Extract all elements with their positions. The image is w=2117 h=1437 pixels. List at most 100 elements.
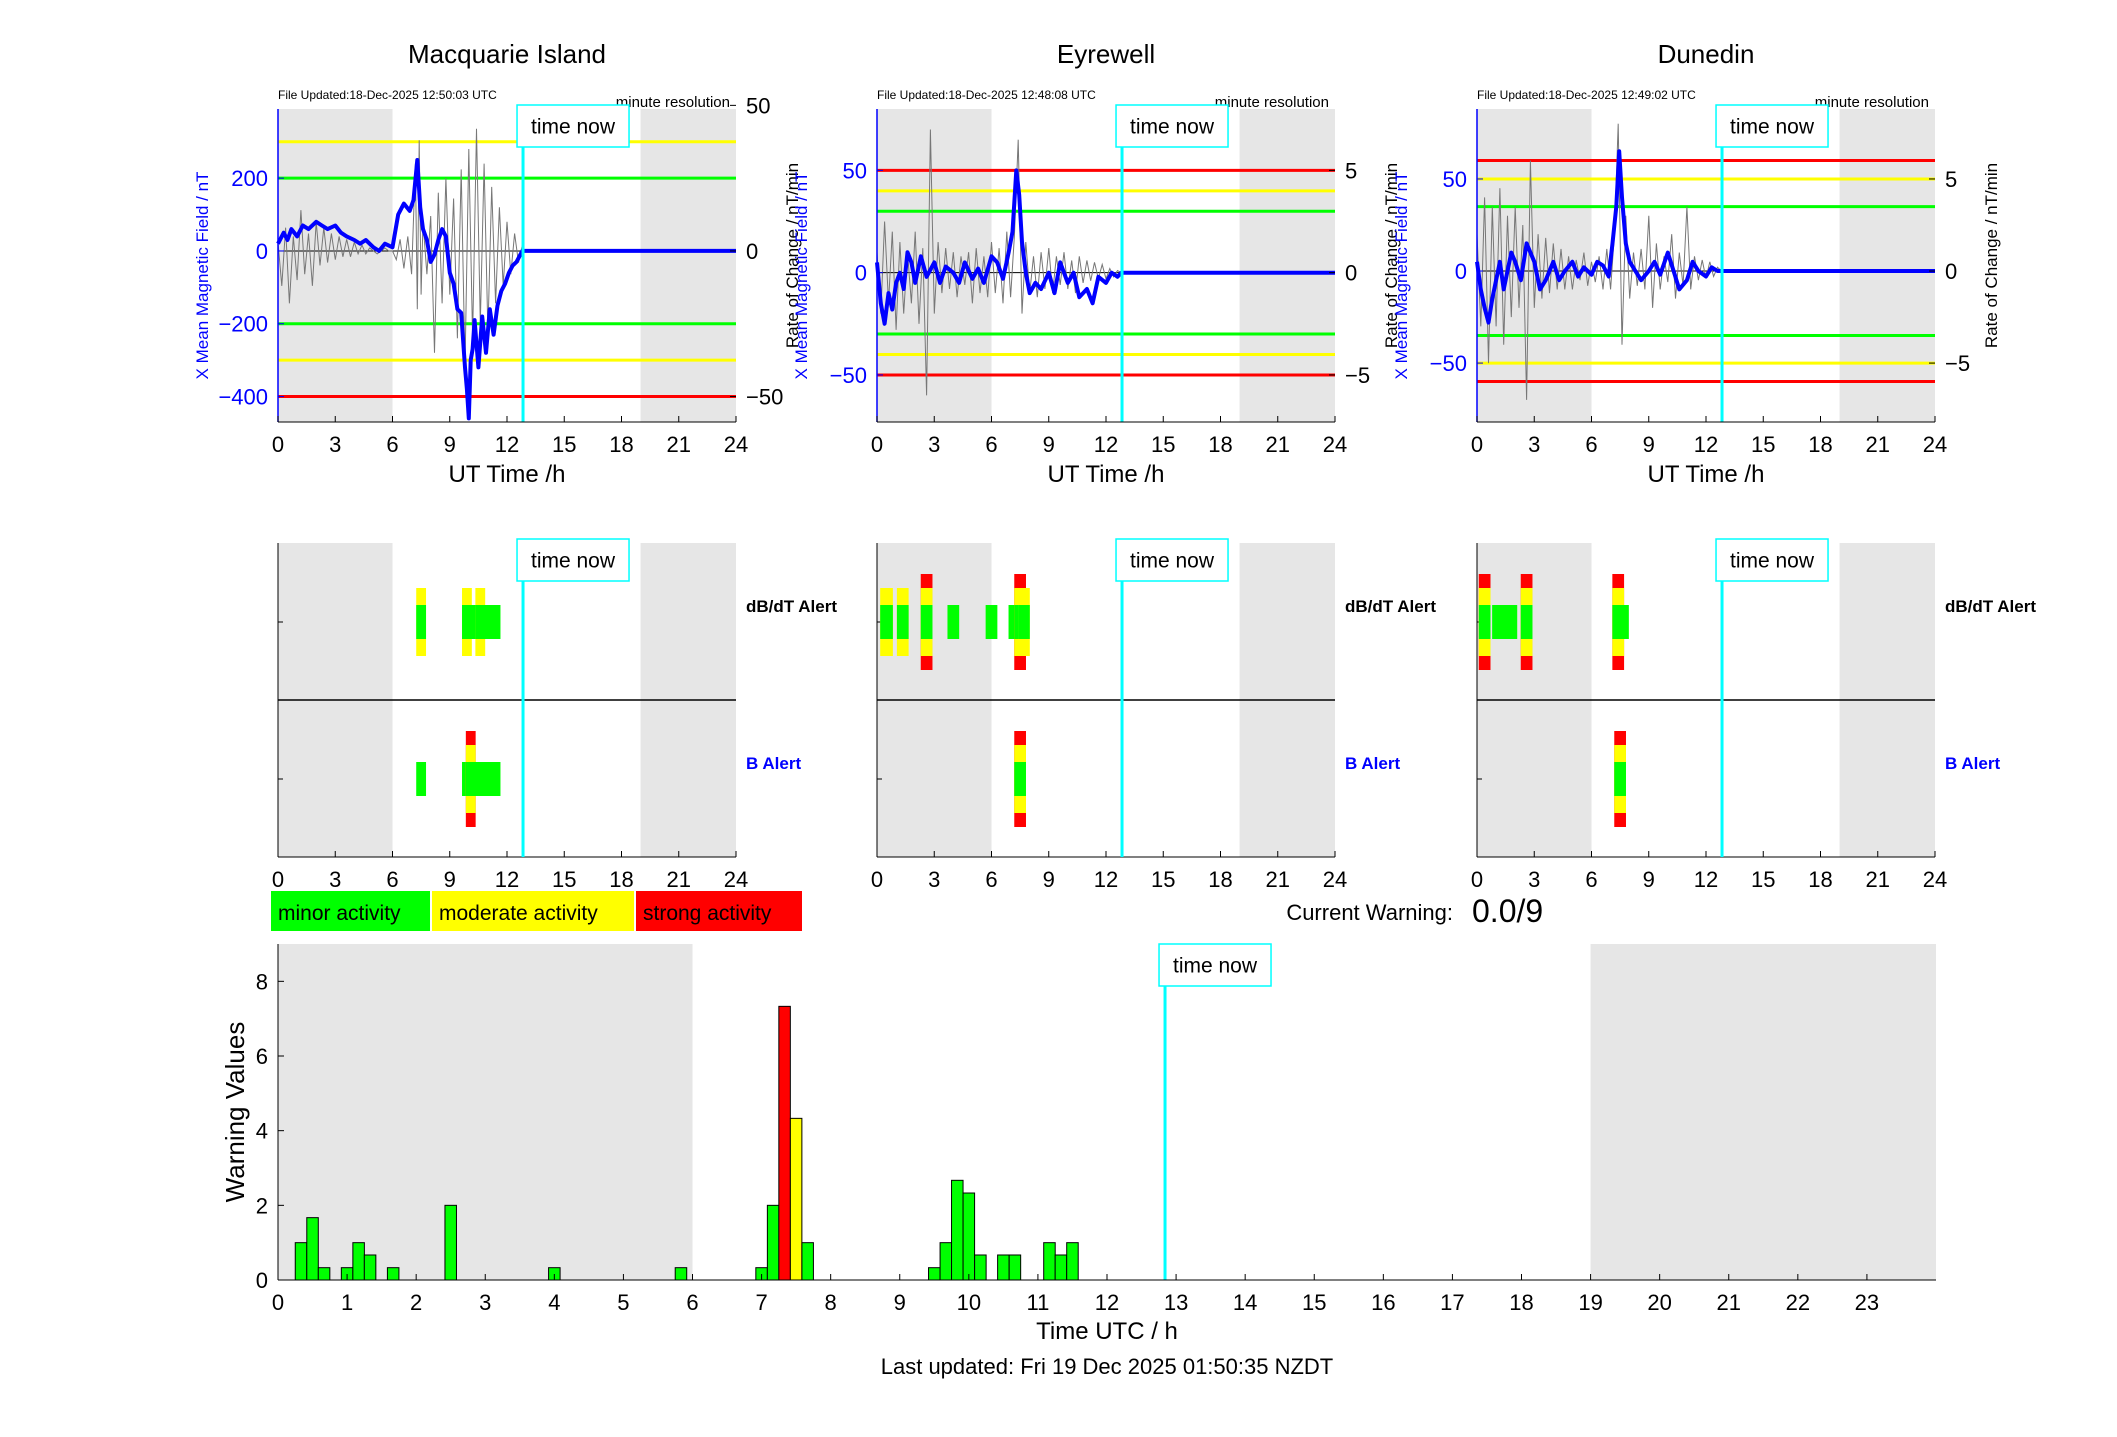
rate-of-change-series bbox=[876, 129, 1122, 396]
alert-x-tick-label: 12 bbox=[495, 867, 519, 892]
alert-x-tick-label: 21 bbox=[667, 867, 691, 892]
chart-x-tick-label: 13 bbox=[1164, 1290, 1188, 1315]
x-tick-label: 6 bbox=[1585, 432, 1597, 457]
chart-x-tick-label: 8 bbox=[825, 1290, 837, 1315]
chart-x-tick-label: 17 bbox=[1440, 1290, 1464, 1315]
warning-bar bbox=[306, 1217, 319, 1281]
night-shading bbox=[640, 109, 736, 422]
right-axis-title: Rate of Change / nT/min bbox=[1982, 163, 2001, 348]
left-tick-label: 0 bbox=[1455, 259, 1467, 284]
legend-swatch-minor bbox=[271, 891, 430, 931]
dbdt-alert-bar-minor bbox=[1505, 605, 1518, 639]
b-alert-bar-minor bbox=[416, 762, 427, 796]
night-shading bbox=[278, 109, 393, 422]
dbdt-alert-bar-minor bbox=[896, 605, 909, 639]
time-now-label: time now bbox=[1130, 550, 1215, 573]
dbdt-alert-bar-minor bbox=[920, 605, 933, 639]
time-now-label: time now bbox=[1730, 116, 1815, 139]
alert-x-tick-label: 24 bbox=[1923, 867, 1947, 892]
x-tick-label: 9 bbox=[444, 432, 456, 457]
time-now-box bbox=[1715, 538, 1829, 582]
resolution-label: minute resolution bbox=[1815, 94, 1929, 111]
chart-x-tick-label: 21 bbox=[1717, 1290, 1741, 1315]
station-title: Eyrewell bbox=[1057, 39, 1155, 69]
file-updated-label: File Updated:18-Dec-2025 12:49:02 UTC bbox=[1477, 88, 1696, 102]
time-now-box bbox=[516, 538, 630, 582]
left-tick-label: −50 bbox=[830, 363, 867, 388]
warning-bar bbox=[1008, 1254, 1022, 1281]
alert-x-tick-label: 24 bbox=[1323, 867, 1347, 892]
b-alert-label: B Alert bbox=[1345, 754, 1400, 773]
magnetic-field-series bbox=[276, 158, 736, 421]
alert-x-tick-label: 15 bbox=[1751, 867, 1775, 892]
left-tick-label: 50 bbox=[843, 158, 867, 183]
time-now-box bbox=[516, 104, 630, 148]
warning-bar bbox=[1066, 1242, 1079, 1281]
file-updated-label: File Updated:18-Dec-2025 12:50:03 UTC bbox=[278, 88, 497, 102]
time-now-box bbox=[1158, 943, 1272, 987]
left-axis-title: X Mean Magnetic Field / nT bbox=[1392, 172, 1411, 380]
dbdt-alert-bar-minor bbox=[947, 605, 960, 639]
chart-x-tick-label: 11 bbox=[1026, 1290, 1049, 1315]
alert-x-tick-label: 0 bbox=[272, 867, 284, 892]
warning-bar bbox=[778, 1005, 791, 1281]
x-tick-label: 0 bbox=[1471, 432, 1483, 457]
warning-bar bbox=[1043, 1242, 1056, 1281]
right-axis-title: Rate of Change / nT/min bbox=[783, 163, 802, 348]
warning-bar bbox=[939, 1242, 953, 1281]
chart-x-tick-label: 4 bbox=[548, 1290, 560, 1315]
warning-bar bbox=[928, 1267, 941, 1281]
warning-bar bbox=[317, 1267, 331, 1281]
dbdt-alert-bar-minor bbox=[475, 605, 486, 639]
file-updated-label: File Updated:18-Dec-2025 12:48:08 UTC bbox=[877, 88, 1096, 102]
time-now-label: time now bbox=[1130, 116, 1215, 139]
dbdt-alert-bar-minor bbox=[1492, 605, 1508, 639]
magnetic-field-series bbox=[875, 168, 1335, 326]
chart-x-tick-label: 9 bbox=[894, 1290, 906, 1315]
alert-x-tick-label: 3 bbox=[1528, 867, 1540, 892]
dbdt-alert-bar-minor bbox=[416, 605, 427, 639]
night-shading bbox=[278, 944, 693, 1280]
b-alert-bar-minor bbox=[1614, 762, 1626, 796]
legend-label-moderate: moderate activity bbox=[439, 902, 598, 925]
x-tick-label: 18 bbox=[1808, 432, 1832, 457]
warning-bar bbox=[363, 1254, 377, 1281]
warning-bar bbox=[974, 1254, 987, 1281]
x-tick-label: 3 bbox=[1528, 432, 1540, 457]
b-alert-bar-minor bbox=[1014, 762, 1026, 796]
alert-x-tick-label: 18 bbox=[1808, 867, 1832, 892]
chart-y-tick-label: 8 bbox=[256, 969, 268, 994]
alert-x-tick-label: 12 bbox=[1094, 867, 1118, 892]
chart-x-tick-label: 6 bbox=[686, 1290, 698, 1315]
chart-x-tick-label: 1 bbox=[341, 1290, 353, 1315]
time-now-label: time now bbox=[531, 116, 616, 139]
right-tick-label: 0 bbox=[746, 239, 758, 264]
x-tick-label: 0 bbox=[871, 432, 883, 457]
footer-last-updated: Last updated: Fri 19 Dec 2025 01:50:35 N… bbox=[881, 1354, 1333, 1379]
x-axis-title: UT Time /h bbox=[449, 461, 566, 488]
x-axis-title: UT Time /h bbox=[1648, 461, 1765, 488]
right-tick-label: 50 bbox=[746, 93, 770, 118]
warning-bar bbox=[962, 1192, 976, 1281]
left-tick-label: 50 bbox=[1443, 167, 1467, 192]
x-tick-label: 12 bbox=[1694, 432, 1718, 457]
time-now-label: time now bbox=[531, 550, 616, 573]
alert-x-tick-label: 3 bbox=[928, 867, 940, 892]
chart-y-tick-label: 0 bbox=[256, 1268, 268, 1293]
magnetic-field-series bbox=[1475, 149, 1935, 325]
chart-x-tick-label: 3 bbox=[479, 1290, 491, 1315]
alert-x-tick-label: 9 bbox=[1043, 867, 1055, 892]
x-tick-label: 6 bbox=[386, 432, 398, 457]
chart-x-tick-label: 12 bbox=[1095, 1290, 1119, 1315]
station-title: Macquarie Island bbox=[408, 39, 606, 69]
chart-x-tick-label: 7 bbox=[755, 1290, 767, 1315]
dbdt-alert-bar-minor bbox=[1478, 605, 1491, 639]
warning-bar bbox=[951, 1179, 964, 1281]
alert-x-tick-label: 15 bbox=[552, 867, 576, 892]
left-tick-label: 0 bbox=[256, 239, 268, 264]
dbdt-alert-bar-minor bbox=[1018, 605, 1030, 639]
chart-x-tick-label: 10 bbox=[957, 1290, 981, 1315]
x-tick-label: 9 bbox=[1043, 432, 1055, 457]
right-axis-title: Rate of Change / nT/min bbox=[1382, 163, 1401, 348]
